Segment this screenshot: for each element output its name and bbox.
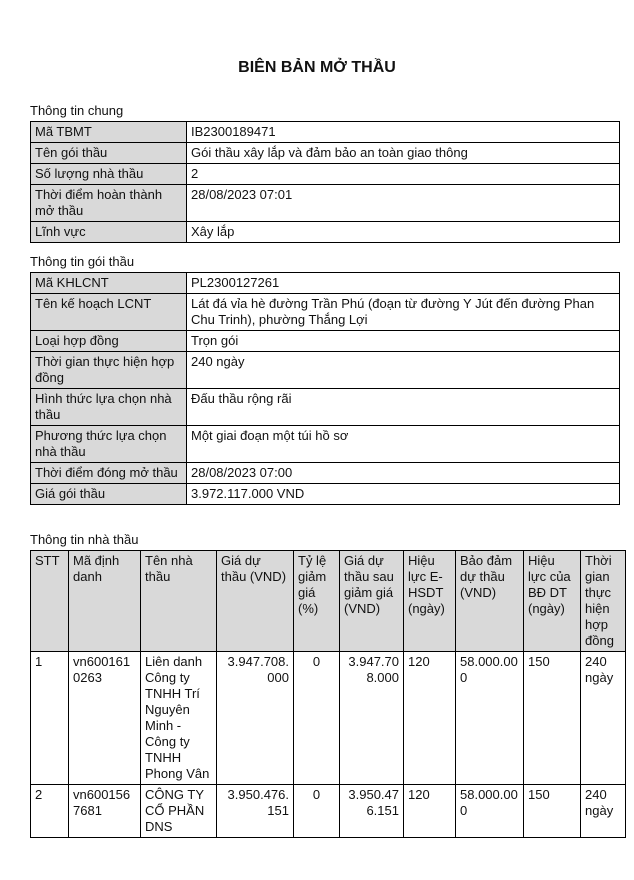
field-label: Phương thức lựa chọn nhà thầu <box>30 425 187 463</box>
column-header: Hiệu lực của BĐ DT (ngày) <box>523 550 581 652</box>
field-value: 3.972.117.000 VND <box>186 483 620 505</box>
table-row: Tên gói thầu Gói thầu xây lắp và đảm bảo … <box>30 142 620 164</box>
section-heading-contractors: Thông tin nhà thầu <box>30 532 139 547</box>
field-value: Lát đá vỉa hè đường Trần Phú (đoạn từ đư… <box>186 293 620 331</box>
table-cell: vn6001610263 <box>68 651 141 785</box>
field-label: Hình thức lựa chọn nhà thầu <box>30 388 187 426</box>
table-row: Tên kế hoạch LCNT Lát đá vỉa hè đường Trầ… <box>30 293 620 331</box>
field-value: Một giai đoạn một túi hồ sơ <box>186 425 620 463</box>
field-value: PL2300127261 <box>186 272 620 294</box>
field-label: Loại hợp đồng <box>30 330 187 352</box>
column-header: Hiệu lực E-HSDT (ngày) <box>403 550 456 652</box>
table-row: Thời điểm đóng mở thầu 28/08/2023 07:00 <box>30 462 620 484</box>
table-cell: 120 <box>403 784 456 838</box>
column-header: Giá dự thầu (VND) <box>216 550 294 652</box>
table-cell: 120 <box>403 651 456 785</box>
contractor-table-header-row: STT Mã định danh Tên nhà thầu Giá dự thầu (… <box>30 550 626 652</box>
section-heading-package: Thông tin gói thầu <box>30 254 135 269</box>
column-header: Bảo đảm dự thầu (VND) <box>455 550 524 652</box>
table-row: Giá gói thầu 3.972.117.000 VND <box>30 483 620 505</box>
table-row: Phương thức lựa chọn nhà thầu Một giai đo… <box>30 425 620 463</box>
contractor-table: STT Mã định danh Tên nhà thầu Giá dự thầu (… <box>30 550 626 838</box>
table-cell: 58.000.000 <box>455 784 524 838</box>
field-label: Thời gian thực hiện hợp đồng <box>30 351 187 389</box>
field-value: 240 ngày <box>186 351 620 389</box>
table-row: Loại hợp đồng Trọn gói <box>30 330 620 352</box>
field-label: Thời điểm hoàn thành mở thầu <box>30 184 187 222</box>
field-label: Mã TBMT <box>30 121 187 143</box>
table-cell: 0 <box>293 651 340 785</box>
table-row: Mã KHLCNT PL2300127261 <box>30 272 620 294</box>
column-header: STT <box>30 550 69 652</box>
table-cell: 3.947.708.000 <box>216 651 294 785</box>
field-value: Xây lắp <box>186 221 620 243</box>
contractor-row: 2 vn6001567681 CÔNG TY CỔ PHẦN DNS 3.950.47… <box>30 784 626 838</box>
table-cell: 2 <box>30 784 69 838</box>
table-row: Thời gian thực hiện hợp đồng 240 ngày <box>30 351 620 389</box>
table-row: Hình thức lựa chọn nhà thầu Đấu thầu rộng… <box>30 388 620 426</box>
table-cell: 240 ngày <box>580 651 626 785</box>
column-header: Giá dự thầu sau giảm giá (VND) <box>339 550 404 652</box>
field-value: IB2300189471 <box>186 121 620 143</box>
column-header: Tỷ lệ giảm giá (%) <box>293 550 340 652</box>
field-value: Đấu thầu rộng rãi <box>186 388 620 426</box>
field-label: Mã KHLCNT <box>30 272 187 294</box>
field-value: Gói thầu xây lắp và đảm bảo an toàn giao… <box>186 142 620 164</box>
table-row: Mã TBMT IB2300189471 <box>30 121 620 143</box>
table-row: Thời điểm hoàn thành mở thầu 28/08/2023 0… <box>30 184 620 222</box>
table-cell: 58.000.000 <box>455 651 524 785</box>
table-cell: 150 <box>523 784 581 838</box>
table-cell: vn6001567681 <box>68 784 141 838</box>
field-label: Thời điểm đóng mở thầu <box>30 462 187 484</box>
field-label: Số lượng nhà thầu <box>30 163 187 185</box>
column-header: Thời gian thực hiện hợp đồng <box>580 550 626 652</box>
table-cell: 3.950.476.151 <box>339 784 404 838</box>
column-header: Tên nhà thầu <box>140 550 217 652</box>
column-header: Mã định danh <box>68 550 141 652</box>
table-cell: 3.950.476.151 <box>216 784 294 838</box>
table-cell: 150 <box>523 651 581 785</box>
table-cell: Liên danh Công ty TNHH Trí Nguyên Minh -… <box>140 651 217 785</box>
field-value: 28/08/2023 07:01 <box>186 184 620 222</box>
field-label: Tên kế hoạch LCNT <box>30 293 187 331</box>
package-info-table: Mã KHLCNT PL2300127261 Tên kế hoạch LCNT Lá… <box>30 272 620 505</box>
field-value: Trọn gói <box>186 330 620 352</box>
table-row: Lĩnh vực Xây lắp <box>30 221 620 243</box>
general-info-table: Mã TBMT IB2300189471 Tên gói thầu Gói thầu … <box>30 121 620 243</box>
field-label: Lĩnh vực <box>30 221 187 243</box>
section-heading-general: Thông tin chung <box>30 103 124 118</box>
document-body: Thông tin chung Mã TBMT IB2300189471 Tên g… <box>30 103 626 838</box>
field-label: Giá gói thầu <box>30 483 187 505</box>
table-cell: 3.947.708.000 <box>339 651 404 785</box>
field-value: 2 <box>186 163 620 185</box>
field-label: Tên gói thầu <box>30 142 187 164</box>
table-cell: CÔNG TY CỔ PHẦN DNS <box>140 784 217 838</box>
table-cell: 1 <box>30 651 69 785</box>
table-cell: 240 ngày <box>580 784 626 838</box>
page-title: BIÊN BẢN MỞ THẦU <box>238 59 396 76</box>
table-row: Số lượng nhà thầu 2 <box>30 163 620 185</box>
field-value: 28/08/2023 07:00 <box>186 462 620 484</box>
contractor-row: 1 vn6001610263 Liên danh Công ty TNHH Trí … <box>30 651 626 785</box>
table-cell: 0 <box>293 784 340 838</box>
